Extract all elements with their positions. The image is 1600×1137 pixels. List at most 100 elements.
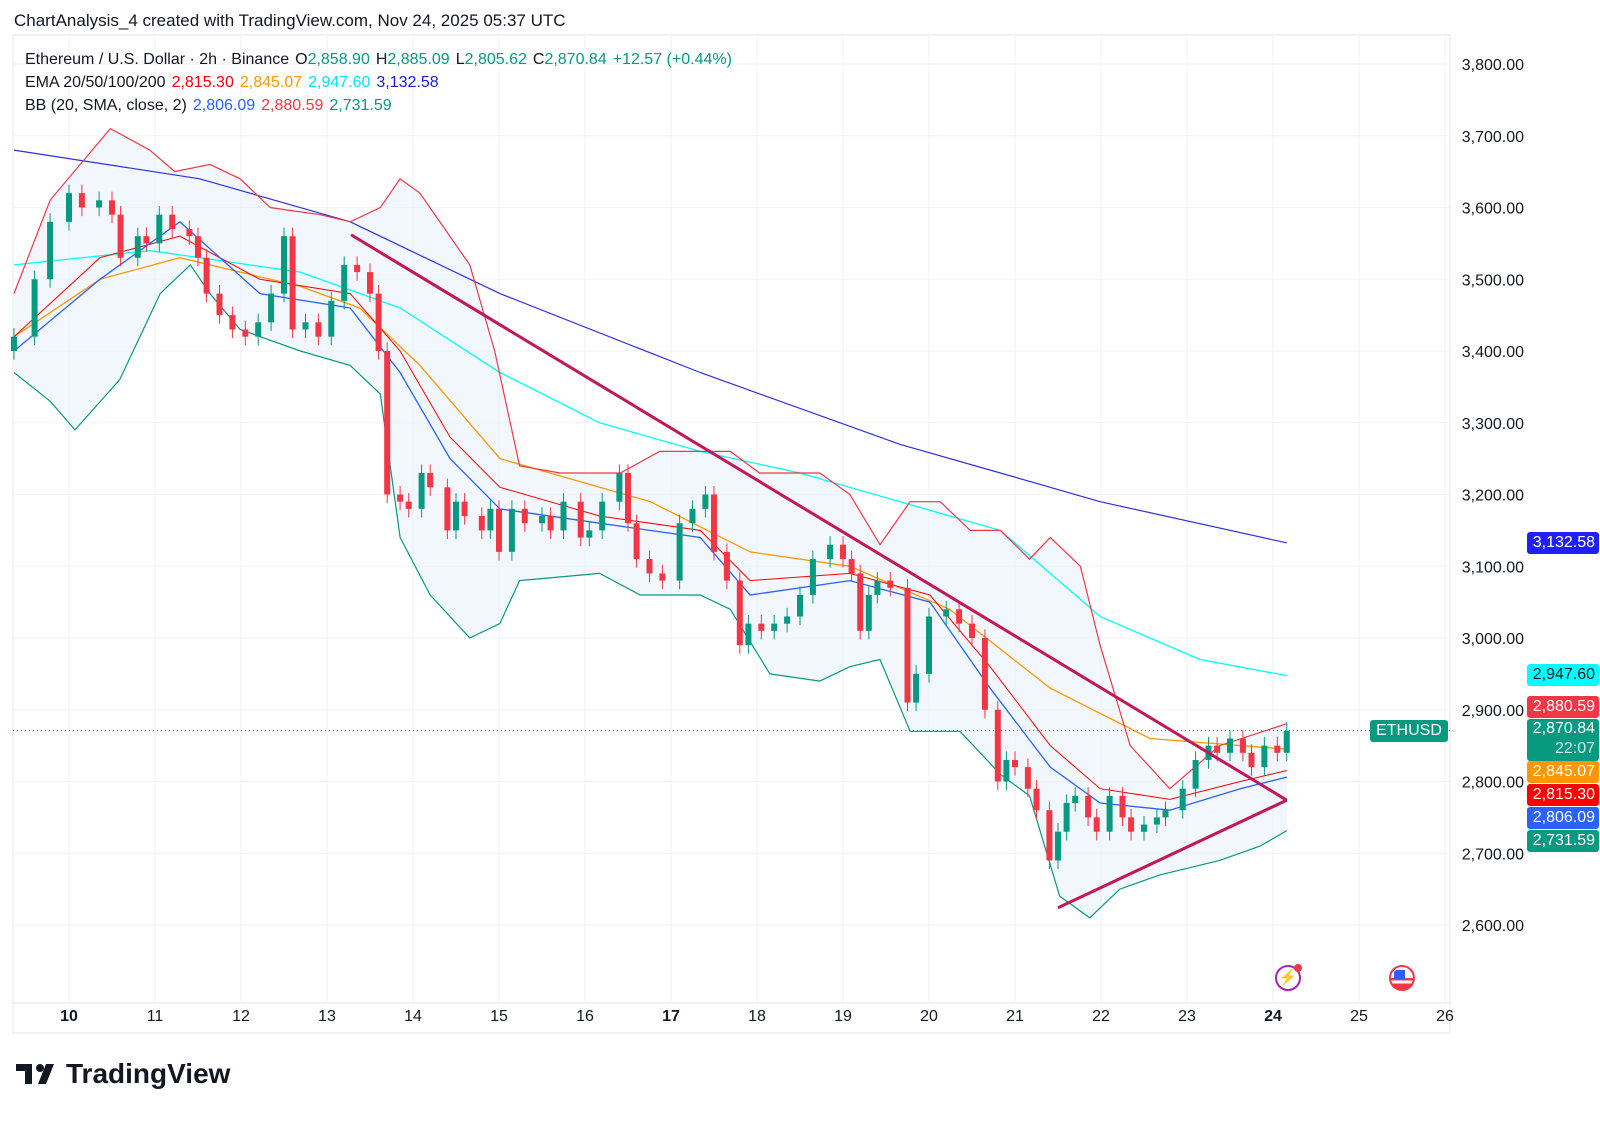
candle: [78, 184, 85, 217]
ema50-line: [13, 257, 1287, 750]
candle: [31, 270, 38, 346]
y-tick-label: 3,200.00: [1462, 488, 1524, 505]
ema-row: EMA 20/50/100/200 2,815.30 2,845.07 2,947.6…: [25, 71, 738, 94]
candle-body: [1283, 730, 1290, 753]
candle: [1239, 729, 1246, 762]
candle-body: [797, 594, 803, 617]
us-flag-icon[interactable]: [1389, 965, 1415, 991]
candle-body: [1274, 745, 1281, 753]
trendline: [350, 233, 1288, 802]
low-value: 2,805.62: [464, 51, 527, 68]
candle-body: [994, 709, 1001, 782]
x-tick-label: 22: [1092, 1008, 1110, 1025]
candle: [659, 564, 666, 590]
candle: [1153, 808, 1160, 834]
candle-body: [281, 236, 287, 294]
candle: [444, 478, 451, 539]
candle: [134, 227, 141, 267]
candle-body: [809, 559, 816, 595]
candle-body: [874, 580, 881, 595]
candle: [367, 263, 373, 303]
bb-lower-price-label: 2,731.59: [1527, 830, 1599, 852]
candle: [461, 493, 468, 525]
ema200-line: [13, 149, 1287, 544]
bb-basis-price-label: 2,806.09: [1527, 807, 1599, 829]
ema50-value: 2,845.07: [239, 74, 303, 91]
candle: [354, 256, 361, 281]
bb-label[interactable]: BB (20, SMA, close, 2): [25, 97, 187, 114]
chart-credit: ChartAnalysis_4 created with TradingView…: [14, 11, 566, 30]
candle-body: [478, 516, 485, 531]
candle: [599, 493, 606, 539]
tradingview-logo[interactable]: TradingView: [16, 1058, 230, 1090]
symbol-title[interactable]: Ethereum / U.S. Dollar · 2h · Binance: [25, 51, 290, 68]
candle: [539, 507, 545, 532]
candle-body: [242, 329, 249, 337]
candle: [216, 284, 223, 324]
x-tick-label: 20: [920, 1008, 938, 1025]
y-tick-label: 3,400.00: [1462, 344, 1524, 361]
bb-upper-value: 2,880.59: [261, 97, 324, 114]
x-tick-label: 18: [748, 1008, 766, 1025]
candle-body: [427, 472, 434, 488]
candle-body: [255, 322, 262, 337]
y-tick-label: 2,700.00: [1462, 846, 1524, 863]
candle-body: [302, 322, 309, 330]
candle-body: [47, 221, 54, 280]
candle: [203, 249, 210, 303]
close-label: C: [532, 51, 545, 68]
candle: [1072, 787, 1079, 812]
candle-body: [496, 508, 502, 552]
candle-body: [887, 580, 894, 588]
candle-body: [1085, 795, 1092, 818]
candle-body: [560, 501, 567, 531]
tradingview-logo-icon: [16, 1064, 54, 1084]
candle: [109, 191, 115, 224]
tradingview-logo-text: TradingView: [66, 1058, 231, 1089]
candle-body: [1153, 817, 1160, 825]
candle: [281, 227, 287, 303]
candle: [736, 571, 743, 654]
bb-basis-value: 2,806.09: [192, 97, 256, 114]
candle: [797, 586, 803, 626]
lightning-icon[interactable]: ⚡: [1275, 964, 1302, 991]
candle-body: [367, 272, 373, 294]
candle: [328, 292, 335, 346]
candle: [784, 607, 791, 633]
ema-label[interactable]: EMA 20/50/100/200: [25, 74, 166, 91]
x-tick-label: 23: [1178, 1008, 1196, 1025]
candle-body: [1214, 745, 1221, 753]
candle: [268, 284, 275, 331]
high-value: 2,885.09: [387, 51, 450, 68]
candle-body: [31, 279, 38, 337]
candle-body: [676, 523, 683, 581]
candle-body: [1248, 752, 1255, 768]
candle: [242, 320, 249, 346]
candle: [1248, 744, 1255, 776]
candle: [375, 284, 382, 360]
x-tick-label: 13: [318, 1008, 336, 1025]
candle: [1227, 729, 1233, 762]
candle-body: [186, 229, 193, 237]
candle-body: [461, 501, 468, 517]
candle-body: [143, 236, 150, 244]
candle-body: [586, 530, 593, 538]
x-tick-label: 21: [1006, 1008, 1024, 1025]
candle: [943, 600, 950, 626]
candle: [384, 342, 391, 504]
y-tick-label: 3,500.00: [1462, 272, 1524, 289]
candle-body: [1093, 817, 1100, 832]
candle-body: [659, 573, 666, 581]
candle: [1093, 808, 1100, 841]
symbol-price-label: ETHUSD: [1370, 720, 1448, 742]
y-tick-label: 3,800.00: [1462, 57, 1524, 74]
candle: [1063, 794, 1070, 841]
y-tick-label: 2,900.00: [1462, 703, 1524, 720]
candle-body: [840, 544, 846, 560]
candle-body: [354, 264, 361, 273]
x-tick-label: 16: [576, 1008, 594, 1025]
candle-body: [689, 508, 696, 524]
candle-body: [625, 472, 631, 524]
candle: [560, 493, 567, 539]
